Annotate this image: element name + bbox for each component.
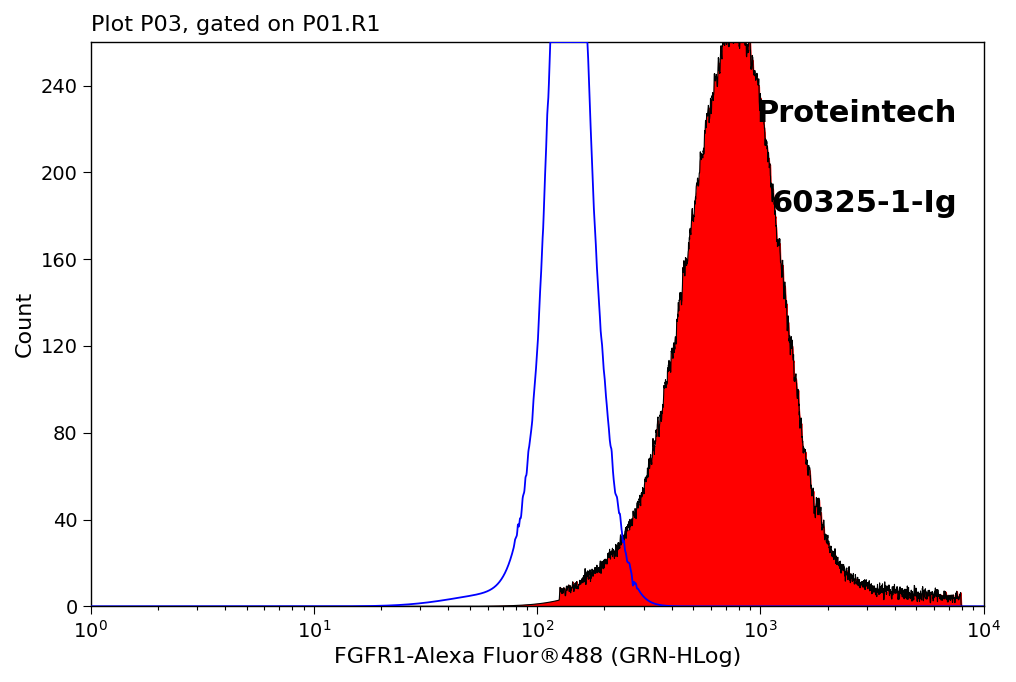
Y-axis label: Count: Count <box>15 291 35 357</box>
Text: 60325-1-Ig: 60325-1-Ig <box>771 189 957 218</box>
X-axis label: FGFR1-Alexa Fluor®488 (GRN-HLog): FGFR1-Alexa Fluor®488 (GRN-HLog) <box>333 647 741 667</box>
Text: Proteintech: Proteintech <box>757 98 957 128</box>
Text: Plot P03, gated on P01.R1: Plot P03, gated on P01.R1 <box>90 15 380 35</box>
